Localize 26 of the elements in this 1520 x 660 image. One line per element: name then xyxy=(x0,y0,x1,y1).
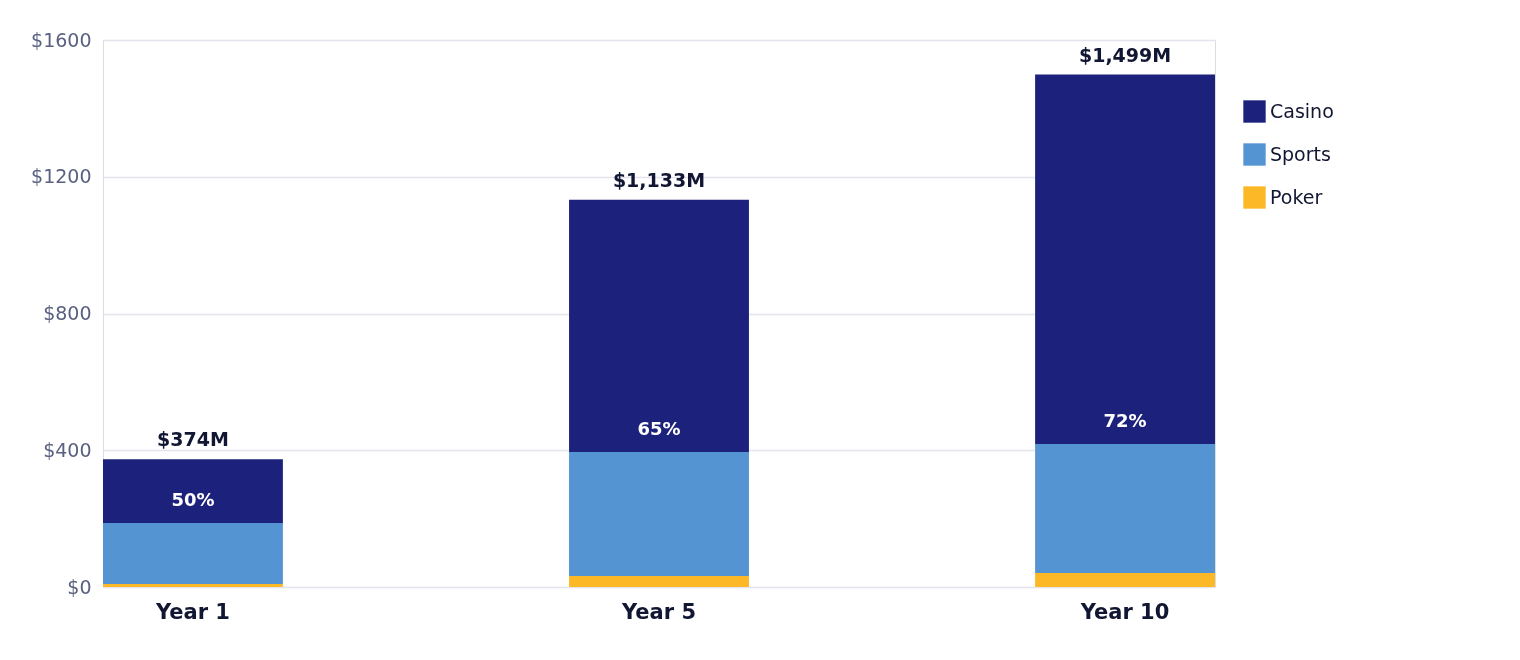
x-tick-label: Year 1 xyxy=(154,599,230,624)
annotation: 72% xyxy=(1103,410,1147,432)
legend-label: Sports xyxy=(1270,142,1331,165)
y-tick-label: $0 xyxy=(67,575,92,598)
y-tick-label: $1600 xyxy=(31,28,92,51)
legend-label: Poker xyxy=(1270,185,1323,208)
y-tick-label: $1200 xyxy=(31,165,92,188)
bar xyxy=(103,523,283,584)
bar xyxy=(569,576,749,587)
y-tick-label: $800 xyxy=(43,302,92,324)
y-tick-label: $400 xyxy=(43,438,92,461)
bar xyxy=(1035,74,1215,445)
x-tick-label: Year 5 xyxy=(621,599,696,624)
annotation: 50% xyxy=(171,489,215,511)
bar xyxy=(103,459,283,524)
total-label: $1,499M xyxy=(1078,43,1172,66)
bar xyxy=(103,583,283,587)
annotation: 65% xyxy=(637,417,681,439)
total-label: $374M xyxy=(157,428,229,451)
legend-label: Casino xyxy=(1270,99,1334,122)
total-label: $1,133M xyxy=(612,168,706,191)
bar xyxy=(1035,444,1215,573)
x-tick-label: Year 10 xyxy=(1079,599,1170,624)
bar xyxy=(1035,572,1215,587)
bar xyxy=(569,199,749,452)
bar xyxy=(569,451,749,577)
